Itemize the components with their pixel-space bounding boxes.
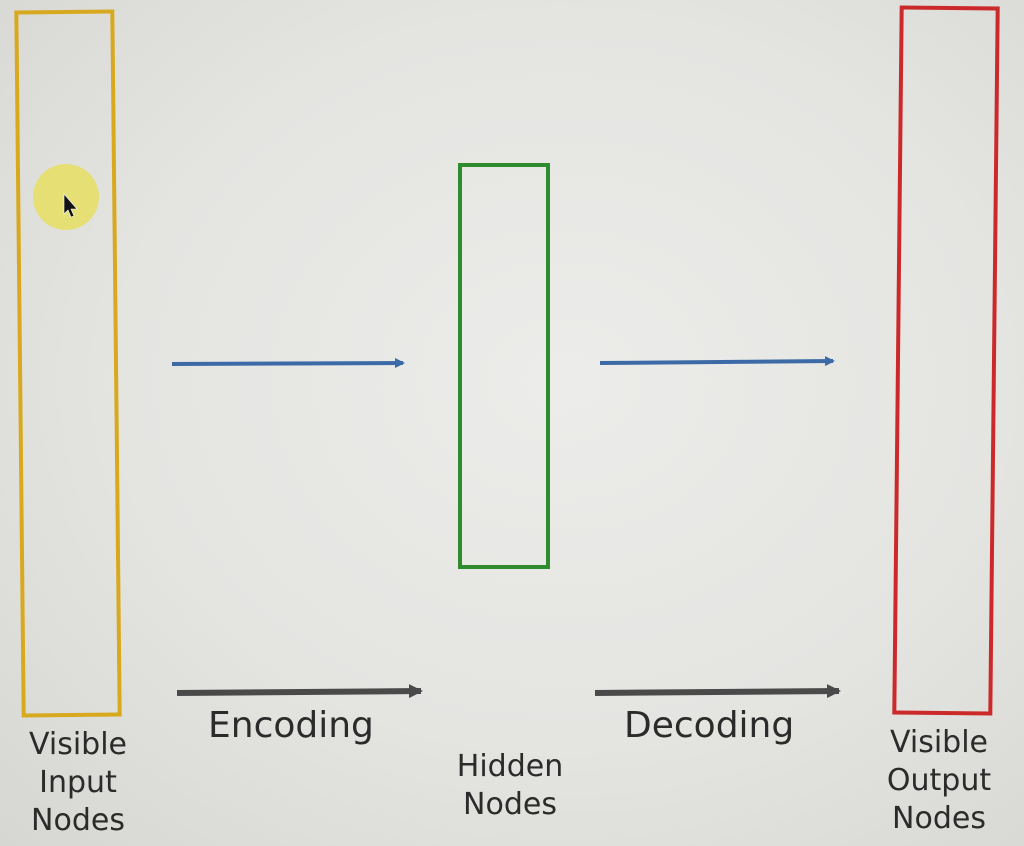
hidden-label-line: Hidden: [456, 749, 564, 784]
hidden-layer-box: [458, 163, 550, 569]
encoding-flow-arrow: [171, 358, 405, 369]
input-label-line: Visible: [29, 727, 127, 762]
input-layer-label: Visible Input Nodes: [0, 730, 158, 844]
encoding-label: Encoding: [208, 705, 374, 746]
decoding-process-arrow: [594, 684, 841, 699]
decoding-label: Decoding: [624, 705, 795, 746]
cursor-icon: [63, 193, 78, 218]
output-layer-box: [892, 5, 1000, 716]
encoding-process-arrow: [176, 684, 423, 699]
hidden-label-line: Nodes: [463, 787, 557, 822]
hidden-layer-label: Hidden Nodes: [430, 752, 590, 828]
input-label-line: Nodes: [31, 803, 125, 838]
output-label-line: Output: [886, 763, 992, 798]
decoding-flow-arrow: [599, 356, 835, 367]
output-label-line: Nodes: [892, 801, 986, 836]
input-layer-box: [14, 9, 122, 718]
output-layer-label: Visible Output Nodes: [859, 728, 1019, 842]
output-label-line: Visible: [890, 725, 988, 760]
input-label-line: Input: [39, 765, 117, 800]
